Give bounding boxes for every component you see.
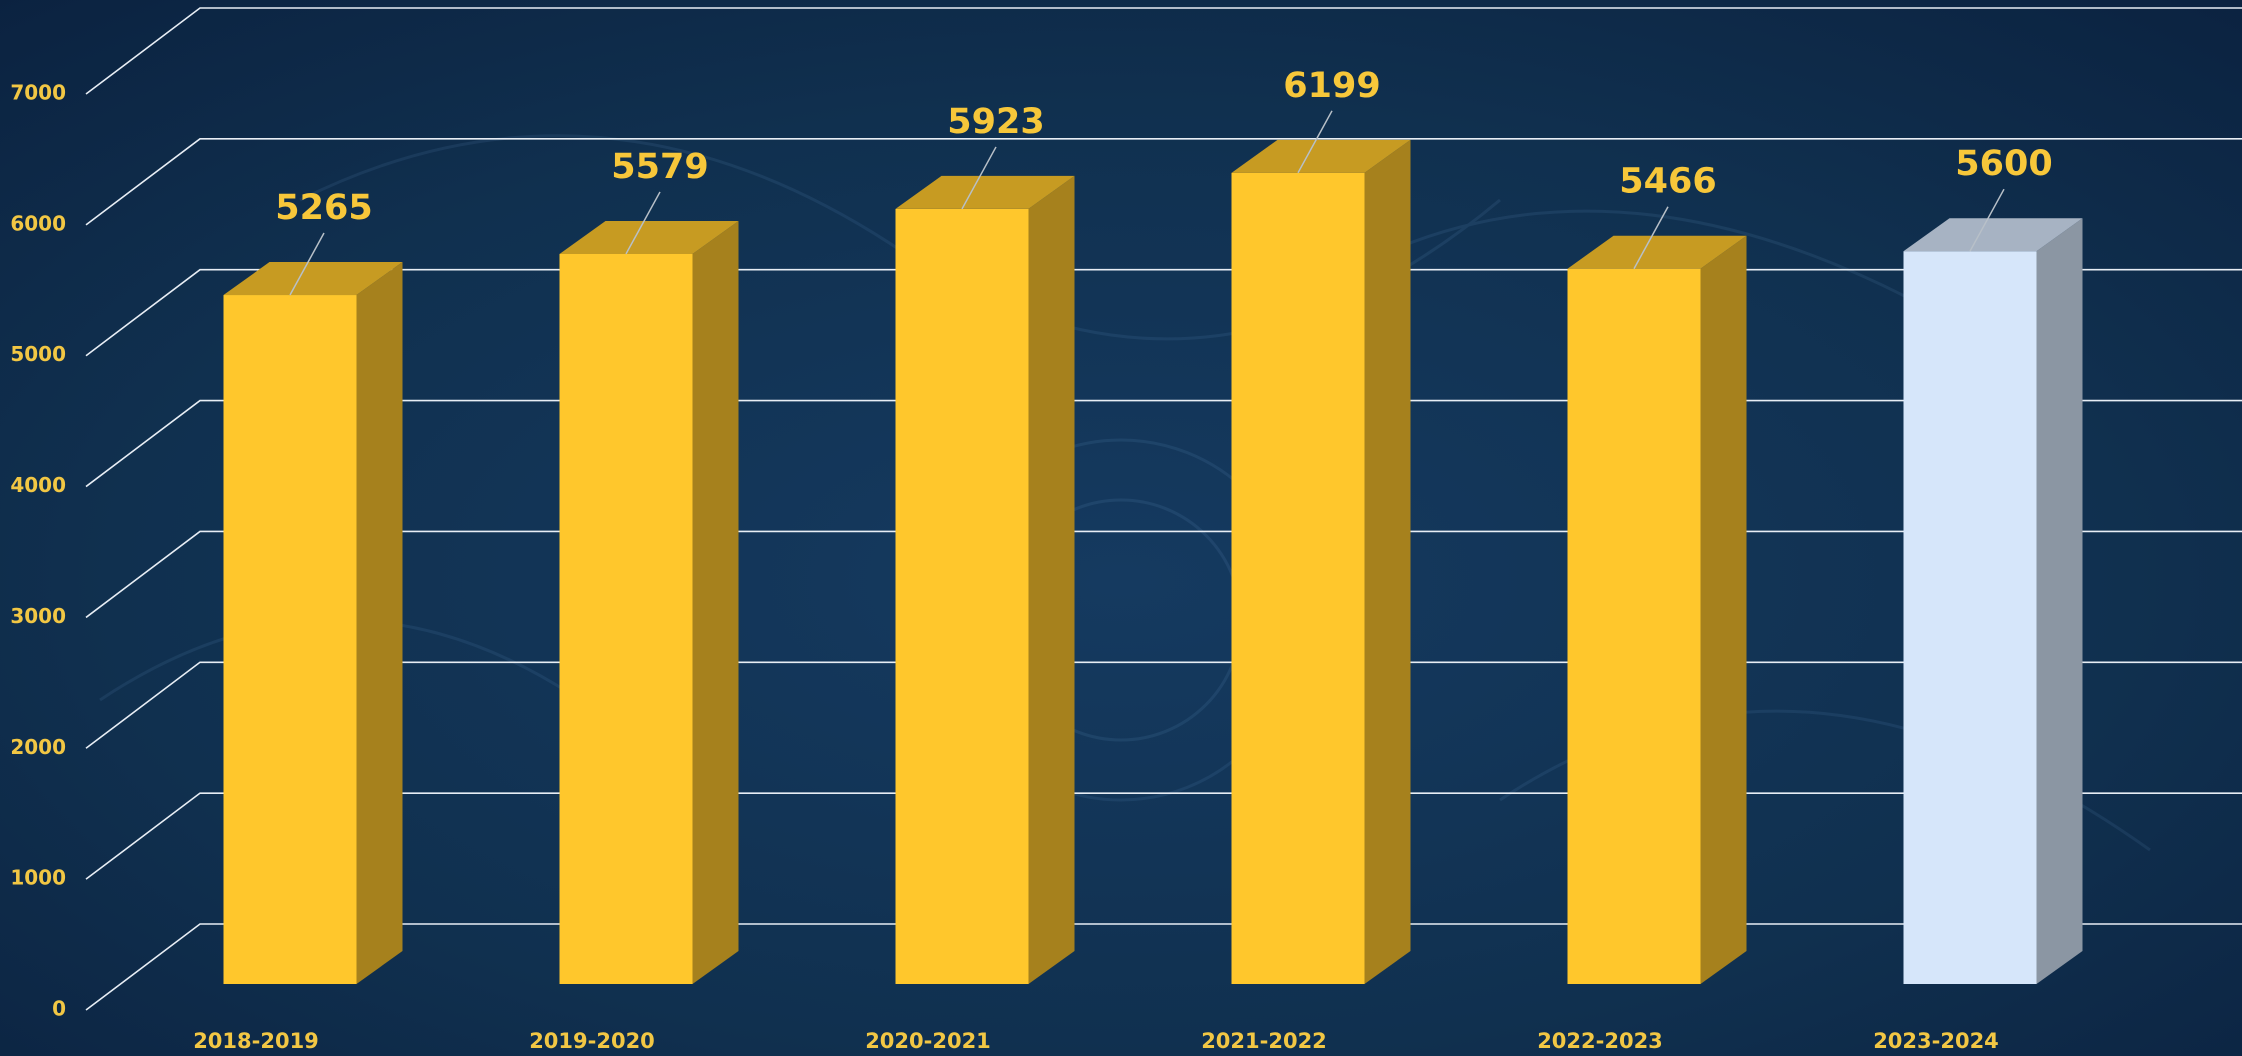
x-tick-label: 2018-2019 — [193, 1029, 319, 1053]
value-label: 5466 — [1619, 162, 1716, 202]
x-tick-label: 2020-2021 — [865, 1029, 991, 1053]
y-tick-label: 4000 — [10, 473, 66, 497]
y-tick-label: 7000 — [10, 81, 66, 105]
y-tick-label: 1000 — [10, 866, 66, 890]
bar-top — [1567, 235, 1747, 269]
leader-line — [625, 191, 661, 255]
bar-top — [559, 220, 739, 254]
x-tick-label: 2022-2023 — [1537, 1029, 1663, 1053]
grid-line — [85, 138, 2242, 226]
bar-top — [223, 262, 403, 296]
bar-top — [1231, 139, 1411, 173]
leader-line — [289, 232, 325, 296]
bar-side — [2036, 218, 2083, 984]
grid-line — [85, 268, 2242, 357]
value-label: 6199 — [1283, 66, 1380, 106]
y-tick-label: 6000 — [10, 211, 66, 235]
bar — [559, 253, 693, 984]
bar — [1231, 172, 1365, 984]
bar-side — [1028, 175, 1075, 985]
grid-line — [85, 923, 2242, 1011]
bar-top — [895, 175, 1075, 209]
x-tick-label: 2019-2020 — [529, 1029, 655, 1053]
bar-side — [356, 262, 403, 985]
y-tick-label: 2000 — [10, 735, 66, 759]
grid-line — [85, 7, 2242, 95]
x-tick-label: 2021-2022 — [1201, 1029, 1327, 1053]
value-label: 5265 — [275, 188, 372, 228]
leader-line — [961, 146, 997, 210]
bar-side — [1364, 139, 1411, 984]
leader-line — [1969, 188, 2005, 252]
bar-side — [1700, 235, 1747, 984]
value-label: 5600 — [1955, 144, 2052, 184]
grid-line — [85, 399, 2242, 488]
y-tick-label: 3000 — [10, 604, 66, 628]
x-tick-label: 2023-2024 — [1873, 1029, 1999, 1053]
y-tick-label: 0 — [52, 997, 66, 1021]
leader-line — [1633, 206, 1669, 270]
bar-side — [692, 220, 739, 984]
bar — [223, 295, 357, 985]
bar-top — [1903, 218, 2083, 252]
value-label: 5923 — [947, 102, 1044, 142]
leader-line — [1297, 110, 1333, 174]
grid-line — [85, 792, 2242, 880]
bar — [895, 208, 1029, 985]
value-label: 5579 — [611, 147, 708, 187]
y-tick-label: 5000 — [10, 342, 66, 366]
grid-line — [85, 530, 2242, 619]
grid-line — [85, 661, 2242, 749]
bar — [1567, 268, 1701, 984]
bar — [1903, 251, 2037, 984]
